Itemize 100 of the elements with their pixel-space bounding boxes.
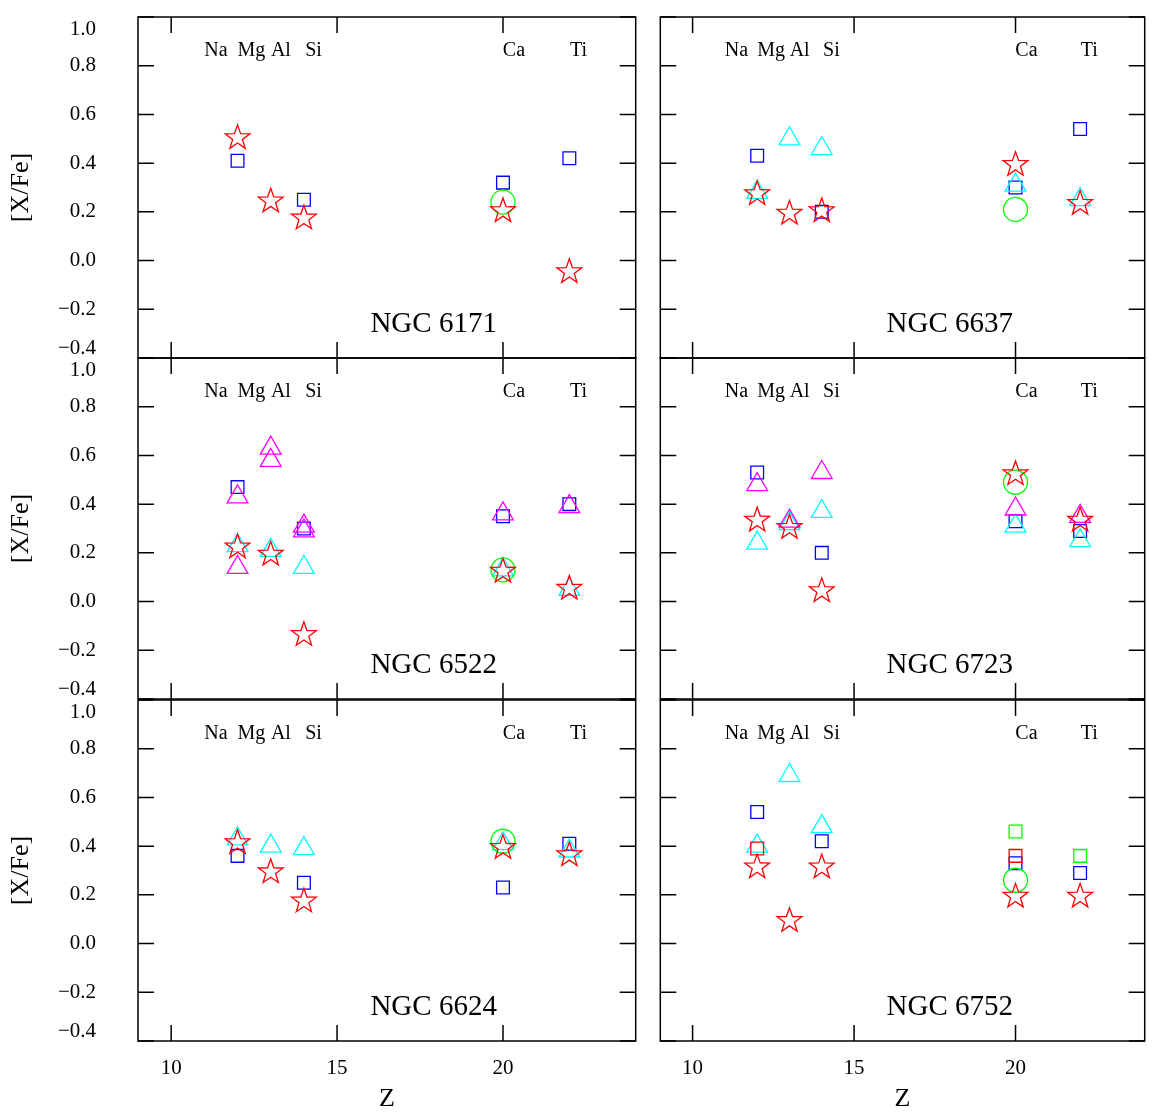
text: NGC 6637 <box>886 305 1013 338</box>
point <box>1067 189 1094 215</box>
annotation: Na <box>204 721 228 744</box>
point <box>744 853 771 878</box>
point <box>1008 824 1023 839</box>
y-tick-label: −0.4 <box>57 1017 97 1042</box>
annotation: Ca <box>1015 721 1038 744</box>
annotation: Al <box>270 38 292 61</box>
x-axis-title: Z <box>378 1082 395 1112</box>
y-tick-label: 1.0 <box>69 16 96 41</box>
x-tick-label: 15 <box>843 1054 865 1079</box>
y-tick-label: 1.0 <box>69 698 96 723</box>
point <box>810 460 833 480</box>
x-axis-title: Z <box>894 1082 911 1112</box>
annotation: Mg <box>237 721 266 745</box>
x-tick-label: 20 <box>492 1054 514 1079</box>
annotation: Mg <box>757 38 785 62</box>
point <box>746 530 769 551</box>
x-tick-label: 10 <box>160 1054 182 1079</box>
y-axis-title: [X/Fe] <box>5 152 35 223</box>
point <box>1004 496 1027 516</box>
annotation: Ti <box>570 38 588 61</box>
annotation: Mg <box>237 38 266 62</box>
x-tick-label: 10 <box>682 1054 704 1079</box>
y-tick-label: 0.8 <box>69 734 96 759</box>
y-tick-label: 0.4 <box>69 832 97 857</box>
point <box>808 577 835 603</box>
point <box>778 762 801 782</box>
y-tick-label: 1.0 <box>69 357 96 382</box>
y-tick-label: 0.6 <box>69 442 96 467</box>
point <box>750 148 765 163</box>
point <box>776 906 803 932</box>
y-tick-label: 0.2 <box>69 539 96 564</box>
point <box>744 506 771 532</box>
point <box>1002 882 1029 908</box>
point <box>1069 528 1092 548</box>
y-tick-label: −0.4 <box>57 335 97 360</box>
annotation: Ti <box>1080 38 1099 61</box>
annotation: Mg <box>757 379 785 403</box>
text: NGC 6752 <box>886 988 1013 1021</box>
point <box>814 546 829 561</box>
annotation: Ca <box>1015 38 1038 61</box>
point <box>814 833 829 848</box>
point <box>1002 150 1029 176</box>
point <box>1073 848 1088 863</box>
y-axis-title: [X/Fe] <box>5 494 35 564</box>
y-tick-label: 0.6 <box>69 783 96 808</box>
y-tick-label: −0.2 <box>57 637 96 662</box>
y-tick-label: 0.0 <box>69 929 96 954</box>
annotation: Na <box>724 379 749 402</box>
annotation: Na <box>204 379 228 402</box>
point <box>776 199 803 225</box>
point <box>744 180 771 206</box>
y-tick-label: 0.2 <box>69 881 96 906</box>
annotation: Al <box>270 721 292 744</box>
annotation: Na <box>724 38 749 61</box>
text: NGC 6171 <box>370 305 497 338</box>
point <box>1002 867 1029 893</box>
point <box>1073 122 1088 137</box>
annotation: Ti <box>1080 721 1099 744</box>
point <box>1067 882 1094 908</box>
annotation: Ti <box>570 721 588 744</box>
point <box>810 499 833 519</box>
text: NGC 6723 <box>886 646 1013 679</box>
annotation: Na <box>204 38 228 61</box>
annotation: Al <box>789 38 811 61</box>
y-tick-label: −0.2 <box>57 295 96 320</box>
annotation: Ca <box>502 38 526 61</box>
y-axis-title: [X/Fe] <box>5 835 35 905</box>
y-tick-label: 0.0 <box>69 588 96 613</box>
x-tick-label: 20 <box>1005 1054 1027 1079</box>
point <box>750 804 765 819</box>
annotation: Si <box>823 38 841 61</box>
y-tick-label: 0.6 <box>69 100 96 125</box>
text: NGC 6522 <box>370 646 497 679</box>
annotation: Na <box>724 721 749 744</box>
annotation: Si <box>305 379 323 402</box>
y-tick-label: 0.0 <box>69 247 96 272</box>
point <box>1073 865 1088 880</box>
annotation: Ca <box>1015 379 1038 402</box>
annotation: Ca <box>502 721 526 744</box>
annotation: Al <box>789 721 811 744</box>
text: NGC 6624 <box>370 988 498 1021</box>
y-tick-label: 0.2 <box>69 198 96 223</box>
point <box>1008 855 1023 870</box>
annotation: Mg <box>757 721 785 745</box>
y-tick-label: 0.8 <box>69 393 96 418</box>
annotation: Ca <box>502 379 526 402</box>
y-tick-label: −0.2 <box>57 978 96 1003</box>
y-tick-label: 0.8 <box>69 52 96 77</box>
point <box>808 853 835 878</box>
point <box>1004 513 1027 534</box>
annotation: Al <box>270 379 292 402</box>
annotation: Si <box>305 721 323 744</box>
point <box>1002 196 1029 223</box>
y-tick-label: −0.4 <box>57 676 97 701</box>
annotation: Al <box>789 379 811 402</box>
annotation: Si <box>823 379 841 402</box>
annotation: Mg <box>237 379 266 403</box>
point <box>808 197 835 223</box>
